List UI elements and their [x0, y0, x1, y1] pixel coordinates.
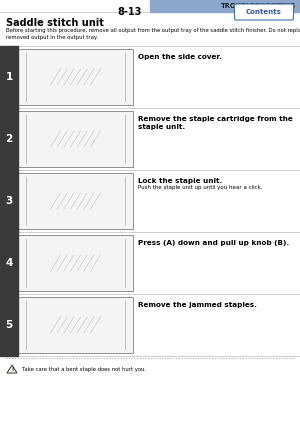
Text: Open the side cover.: Open the side cover.	[138, 54, 222, 60]
Text: Lock the staple unit.: Lock the staple unit.	[138, 178, 222, 184]
Text: !: !	[11, 367, 13, 372]
Bar	[18, 111, 133, 167]
Bar	[0, 46, 18, 108]
Text: 1: 1	[5, 72, 13, 82]
Text: Push the staple unit up until you hear a click.: Push the staple unit up until you hear a…	[138, 185, 262, 190]
Text: Before starting this procedure, remove all output from the output tray of the sa: Before starting this procedure, remove a…	[6, 28, 300, 40]
Bar	[0, 170, 18, 232]
Bar	[150, 0, 300, 12]
Text: 5: 5	[5, 320, 13, 330]
Bar	[0, 294, 18, 356]
Text: Remove the staple cartridge from the
staple unit.: Remove the staple cartridge from the sta…	[138, 116, 293, 130]
Bar	[0, 232, 18, 294]
Text: 3: 3	[5, 196, 13, 206]
Polygon shape	[7, 365, 17, 373]
Bar	[0, 108, 18, 170]
Text: Contents: Contents	[246, 9, 282, 15]
Text: TROUBLESHOOTING: TROUBLESHOOTING	[221, 3, 296, 9]
Bar	[18, 49, 133, 105]
Text: Press (A) down and pull up knob (B).: Press (A) down and pull up knob (B).	[138, 240, 289, 246]
FancyBboxPatch shape	[235, 4, 293, 20]
Text: Remove the jammed staples.: Remove the jammed staples.	[138, 302, 257, 308]
Text: Saddle stitch unit: Saddle stitch unit	[6, 18, 104, 28]
Bar	[18, 297, 133, 353]
Bar	[18, 235, 133, 291]
Bar	[18, 173, 133, 229]
Text: 8-13: 8-13	[118, 7, 142, 17]
Text: Take care that a bent staple does not hurt you.: Take care that a bent staple does not hu…	[22, 366, 146, 371]
Text: 4: 4	[5, 258, 13, 268]
Text: 2: 2	[5, 134, 13, 144]
